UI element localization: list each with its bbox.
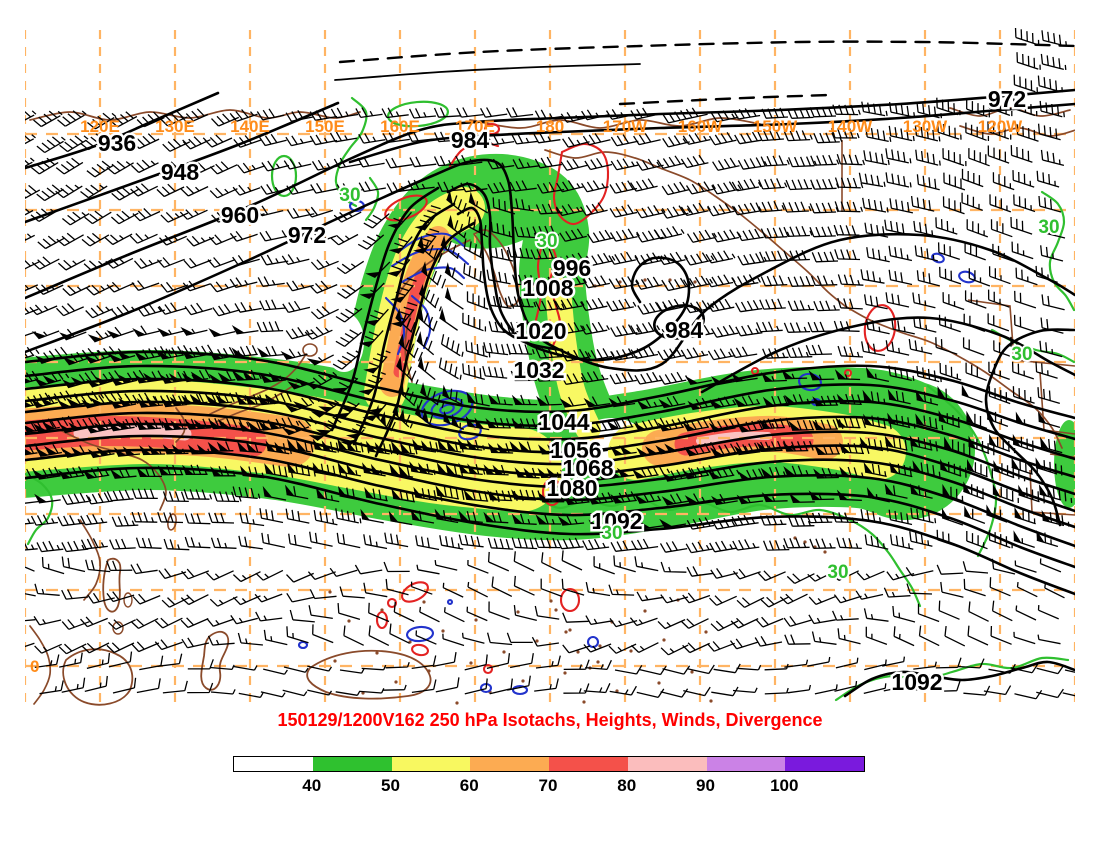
height-contour-label: 1032 xyxy=(513,357,564,383)
lon-label: 170W xyxy=(603,117,648,136)
height-contour-label: 1092 xyxy=(891,669,942,695)
colorbar-segment xyxy=(391,757,471,771)
lon-label: 140E xyxy=(230,117,270,136)
colorbar-tick-label: 80 xyxy=(617,776,637,795)
map-labels: 120E 130E 140E 150E 160E 170E 180 170W 160W 150W 1… xyxy=(30,84,1062,698)
colorbar-segment xyxy=(234,757,313,771)
lat-label: 0 xyxy=(30,657,39,676)
colorbar-segment xyxy=(706,757,786,771)
divergence-label: 30 xyxy=(536,231,557,252)
height-contour-label: 1020 xyxy=(515,318,566,344)
divergence-contours-green xyxy=(25,96,1075,702)
colorbar-tick-label: 70 xyxy=(538,776,558,795)
height-contour-label: 984 xyxy=(451,127,490,153)
divergence-label: 30 xyxy=(1038,217,1059,238)
divergence-label: 30 xyxy=(827,562,848,583)
height-contour-label: 948 xyxy=(161,159,200,185)
height-contour-label: 984 xyxy=(665,317,704,343)
lon-label: 120E xyxy=(80,117,120,136)
colorbar-segment xyxy=(549,757,628,771)
colorbar-tick-label: 90 xyxy=(696,776,715,795)
lon-label: 130E xyxy=(155,117,195,136)
lon-label: 150E xyxy=(305,117,345,136)
colorbar-segment xyxy=(470,757,549,771)
lon-label: 160W xyxy=(678,117,723,136)
lon-label: 140W xyxy=(828,117,873,136)
height-contour-label: 1080 xyxy=(546,475,597,501)
lon-label: 180 xyxy=(536,117,564,136)
colorbar-tick-label: 100 xyxy=(770,776,799,795)
colorbar-segment xyxy=(785,757,864,771)
height-contour-label: 972 xyxy=(288,222,326,248)
height-contour-label: 1092 xyxy=(591,508,642,534)
divergence-label: 30 xyxy=(339,185,360,206)
height-contour-label: 1044 xyxy=(538,409,589,435)
colorbar-segment xyxy=(627,757,707,771)
lon-label: 160E xyxy=(380,117,420,136)
colorbar-segment xyxy=(312,757,392,771)
height-contour-label: 960 xyxy=(221,202,259,228)
lon-label: 130W xyxy=(903,117,948,136)
chart-title: 150129/1200V162 250 hPa Isotachs, Height… xyxy=(277,710,823,730)
height-contour-label: 1056 xyxy=(550,437,601,463)
divergence-label: 30 xyxy=(601,523,622,544)
height-contour-label: 996 xyxy=(553,255,591,281)
height-contour-label: 972 xyxy=(988,86,1026,112)
divergence-contours-blue xyxy=(297,199,976,696)
lon-label: 150W xyxy=(753,117,798,136)
colorbar-tick-label: 50 xyxy=(381,776,400,795)
height-contour-label: 1008 xyxy=(522,275,573,301)
height-contour-label: 1068 xyxy=(562,455,613,481)
wind-barbs xyxy=(25,28,1075,700)
colorbar-tick-label: 40 xyxy=(302,776,322,795)
height-contour-label: 936 xyxy=(98,130,136,156)
lon-label: 120W xyxy=(978,117,1023,136)
divergence-label: 30 xyxy=(1011,344,1032,365)
lon-label: 170E xyxy=(455,117,495,136)
colorbar xyxy=(233,756,865,772)
colorbar-tick-label: 60 xyxy=(459,776,479,795)
